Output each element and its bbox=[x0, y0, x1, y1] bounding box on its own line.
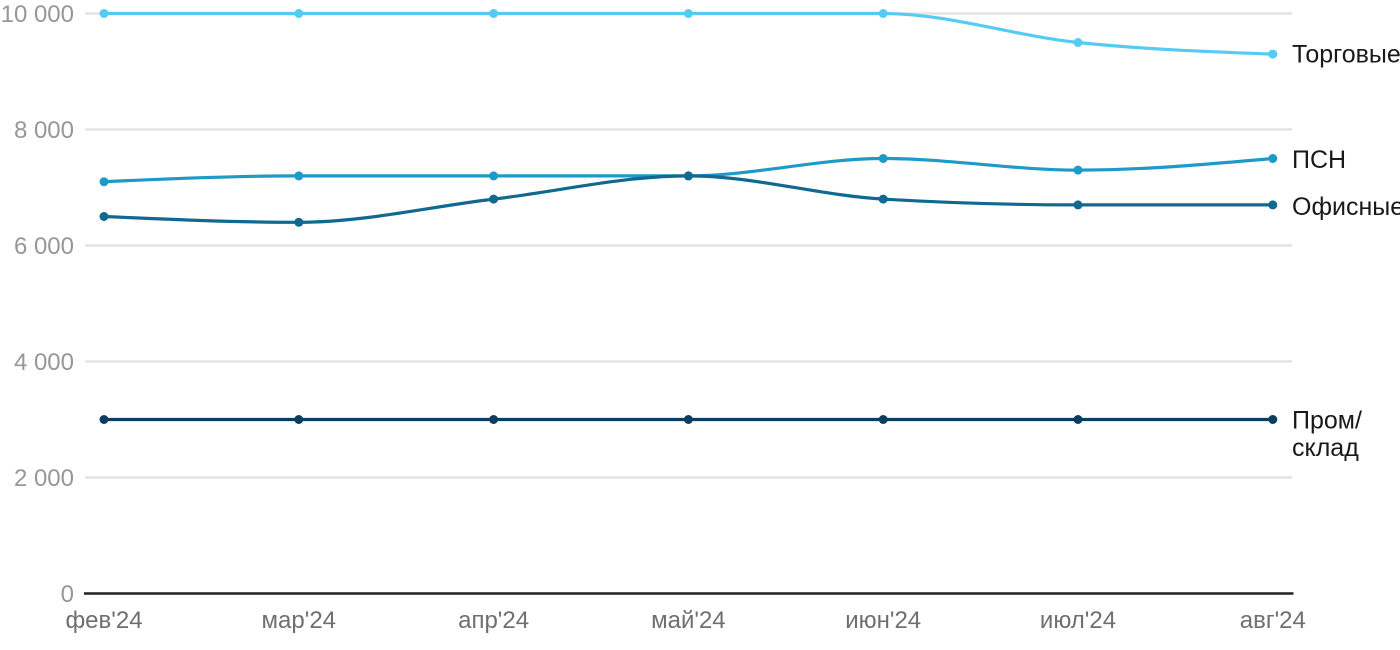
svg-text:Офисные: Офисные bbox=[1292, 193, 1400, 221]
svg-text:апр'24: апр'24 bbox=[458, 607, 529, 634]
svg-text:склад: склад bbox=[1292, 434, 1359, 462]
svg-text:0: 0 bbox=[61, 581, 74, 608]
svg-text:май'24: май'24 bbox=[651, 607, 726, 634]
svg-text:8 000: 8 000 bbox=[14, 117, 74, 144]
svg-text:6 000: 6 000 bbox=[14, 233, 74, 260]
svg-text:Пром/: Пром/ bbox=[1292, 406, 1362, 434]
svg-text:10 000: 10 000 bbox=[1, 1, 74, 28]
svg-text:ПСН: ПСН bbox=[1292, 146, 1346, 174]
svg-text:июл'24: июл'24 bbox=[1040, 607, 1116, 634]
svg-text:2 000: 2 000 bbox=[14, 465, 74, 492]
svg-text:Торговые: Торговые bbox=[1292, 40, 1400, 68]
svg-text:авг'24: авг'24 bbox=[1240, 607, 1306, 634]
svg-text:мар'24: мар'24 bbox=[262, 607, 336, 634]
svg-text:фев'24: фев'24 bbox=[65, 607, 142, 634]
svg-text:4 000: 4 000 bbox=[14, 349, 74, 376]
svg-text:июн'24: июн'24 bbox=[845, 607, 921, 634]
